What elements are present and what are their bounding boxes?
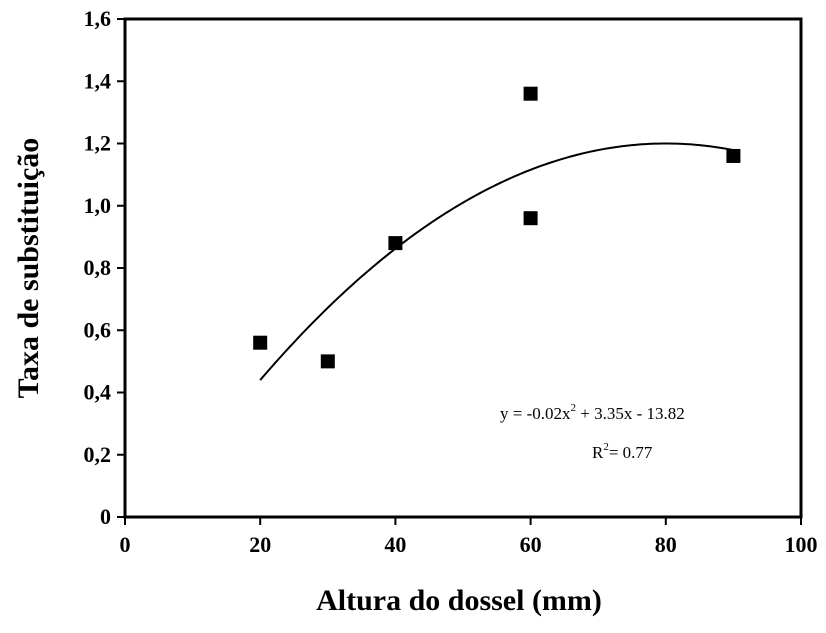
- r2-exponent: 2: [603, 441, 609, 453]
- y-tick-label: 0,6: [84, 317, 112, 342]
- data-point: [726, 148, 741, 163]
- y-tick-label: 1,2: [84, 131, 112, 156]
- y-tick-label: 0,4: [84, 380, 112, 405]
- data-point: [320, 354, 335, 369]
- y-tick-label: 1,4: [84, 68, 112, 93]
- data-point: [523, 86, 538, 101]
- data-points: [253, 86, 741, 369]
- y-tick-label: 0,8: [84, 255, 112, 280]
- y-tick-label: 1,6: [84, 6, 112, 31]
- x-axis-ticks: 0 20 40 60 80 100: [120, 517, 818, 557]
- data-point: [253, 335, 268, 350]
- x-axis-title: Altura do dossel (mm): [316, 584, 602, 617]
- x-tick-label: 20: [249, 532, 271, 557]
- trendline-group: [259, 142, 734, 381]
- r2-prefix: R: [592, 443, 604, 462]
- equation-label: y = -0.02x2 + 3.35x - 13.82: [500, 402, 685, 423]
- equation-prefix: y = -0.02x: [500, 404, 571, 423]
- x-tick-label: 100: [785, 532, 818, 557]
- y-tick-label: 0: [100, 504, 111, 529]
- y-axis-title: Taxa de substituição: [12, 138, 45, 399]
- trendline-curve: [259, 142, 734, 381]
- x-tick-label: 0: [120, 532, 131, 557]
- x-tick-label: 40: [384, 532, 406, 557]
- data-point: [523, 211, 538, 226]
- y-axis-ticks: 0 0,2 0,4 0,6 0,8 1,0 1,2 1,4 1,6: [84, 6, 125, 529]
- x-tick-label: 60: [520, 532, 542, 557]
- equation-exponent: 2: [571, 402, 577, 414]
- equation-suffix: + 3.35x - 13.82: [576, 404, 685, 423]
- plot-frame: [123, 17, 803, 519]
- x-tick-label: 80: [655, 532, 677, 557]
- r2-suffix: = 0.77: [609, 443, 653, 462]
- r-squared-label: R2= 0.77: [592, 441, 653, 462]
- y-tick-label: 1,0: [84, 193, 112, 218]
- data-point: [388, 236, 403, 251]
- y-tick-label: 0,2: [84, 442, 112, 467]
